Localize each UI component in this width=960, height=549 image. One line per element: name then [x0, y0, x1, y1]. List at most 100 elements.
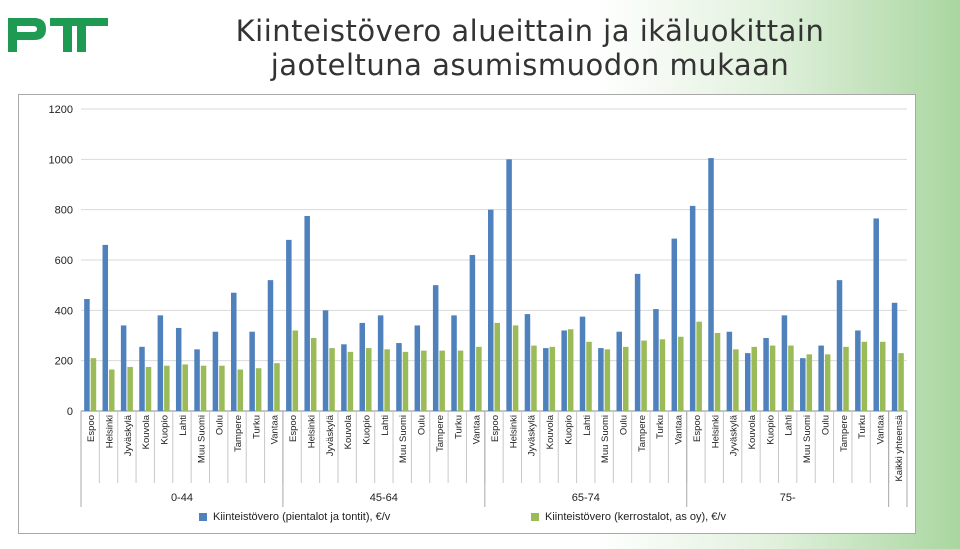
- bar-series2: [806, 354, 813, 411]
- y-tick-label: 200: [55, 356, 73, 368]
- bar-series1: [671, 238, 678, 411]
- x-category-label: Vantaa: [270, 414, 281, 444]
- ptt-logo: [8, 18, 108, 52]
- x-category-label: Turku: [857, 415, 868, 439]
- x-category-label: Kouvola: [343, 414, 354, 449]
- bar-series1: [855, 330, 861, 411]
- x-category-label: Vantaa: [875, 414, 886, 444]
- bar-series2: [476, 346, 482, 411]
- bar-series1: [212, 331, 219, 411]
- bar-series2: [90, 358, 97, 411]
- bar-series1: [341, 344, 347, 411]
- bar-series1: [377, 315, 384, 411]
- bar-series1: [781, 315, 788, 411]
- bar-series2: [457, 350, 464, 411]
- x-category-label: Tampere: [233, 415, 244, 452]
- x-category-label: Oulu: [618, 415, 629, 435]
- bar-series2: [659, 339, 666, 411]
- bar-series1: [487, 209, 494, 411]
- x-category-label: Lahti: [178, 415, 189, 436]
- y-tick-label: 400: [55, 305, 73, 317]
- bar-series2: [751, 346, 757, 411]
- x-category-label: Turku: [453, 415, 464, 439]
- bar-series1: [414, 325, 421, 411]
- bar-series2: [531, 345, 537, 411]
- x-category-label: Oulu: [417, 415, 428, 435]
- x-category-label: Oulu: [215, 415, 226, 435]
- bar-series2: [329, 348, 335, 411]
- x-category-label: Lahti: [380, 415, 391, 436]
- bar-series2: [622, 346, 629, 411]
- x-category-label: Turku: [251, 415, 262, 439]
- x-category-label: Oulu: [820, 415, 831, 435]
- bar-series2: [586, 341, 592, 411]
- x-category-label: Helsinki: [306, 415, 317, 448]
- bar-series2: [145, 366, 152, 411]
- bar-series2: [696, 321, 702, 411]
- bar-series2: [439, 350, 445, 411]
- bar-series1: [322, 310, 329, 411]
- bar-series1: [469, 254, 476, 411]
- x-category-label: Jyväskylä: [325, 414, 336, 456]
- x-category-label: Lahti: [582, 415, 593, 436]
- bar-series1: [231, 292, 237, 411]
- x-category-label: Jyväskylä: [123, 414, 134, 456]
- bar-series2: [678, 336, 684, 411]
- bar-chart: 0 200 400 600 800 1000 1200 Espoo Helsinki Jyväsk…: [49, 104, 908, 507]
- x-category-label: Espoo: [288, 415, 299, 442]
- x-category-label: Jyväskylä: [527, 414, 538, 456]
- group-label: 0-44: [171, 492, 193, 504]
- bar-series2: [879, 341, 886, 411]
- x-category-label: Muu Suomi: [802, 415, 813, 463]
- bar-series2: [861, 341, 868, 411]
- bar-series2: [733, 349, 739, 411]
- bar-series1: [543, 348, 549, 411]
- bar-series2: [164, 365, 170, 411]
- bar-series2: [549, 346, 556, 411]
- bar-series2: [237, 369, 244, 411]
- slide-title-line2: jaoteltuna asumismuodon mukaan: [270, 48, 790, 82]
- x-category-label: Tampere: [435, 415, 446, 452]
- bar-series2: [366, 348, 372, 411]
- y-tick-label: 0: [67, 406, 73, 418]
- bar-series1: [873, 218, 879, 411]
- bar-series1: [726, 331, 733, 411]
- bar-series2: [714, 332, 721, 411]
- bar-series2: [219, 365, 225, 411]
- bar-series2: [769, 345, 776, 411]
- x-category-label: Vantaa: [674, 414, 685, 444]
- bar-series1: [84, 299, 90, 411]
- bar-series1: [451, 315, 457, 411]
- bar-series2: [824, 354, 831, 411]
- bar-series1: [524, 314, 531, 411]
- x-category-label: Jyväskylä: [729, 414, 740, 456]
- y-tick-label: 800: [55, 205, 73, 217]
- bar-series1: [286, 239, 292, 411]
- x-category-label: Muu Suomi: [398, 415, 409, 463]
- bar-series2: [109, 369, 115, 411]
- bar-series1: [120, 325, 127, 411]
- bar-series1: [818, 345, 824, 411]
- x-category-label: Kuopio: [362, 415, 373, 445]
- x-category-label: Espoo: [86, 415, 97, 442]
- legend-item-series2: Kiinteistövero (kerrostalot, as oy), €/v: [531, 511, 726, 523]
- x-category-label: Helsinki: [105, 415, 116, 448]
- bar-series1: [157, 315, 164, 411]
- bar-series1: [800, 358, 806, 411]
- bar-series1: [304, 215, 310, 411]
- bar-series2: [788, 345, 794, 411]
- bar-series2: [567, 329, 574, 411]
- bar-series2: [292, 330, 299, 411]
- bar-series1: [561, 330, 567, 411]
- bar-series1: [175, 327, 182, 411]
- bar-series1: [634, 273, 641, 411]
- bar-series2: [384, 349, 390, 411]
- legend-swatch-series1: [199, 513, 207, 521]
- bar-series1: [432, 285, 439, 411]
- slide-title-line1: Kiinteistövero alueittain ja ikäluokitta…: [235, 14, 825, 48]
- bar-series1: [194, 349, 200, 411]
- bar-series2: [310, 338, 317, 411]
- x-category-label: Muu Suomi: [196, 415, 207, 463]
- bar-series1: [744, 353, 751, 411]
- chart-frame: 0 200 400 600 800 1000 1200 Espoo Helsinki Jyväsk…: [18, 94, 916, 534]
